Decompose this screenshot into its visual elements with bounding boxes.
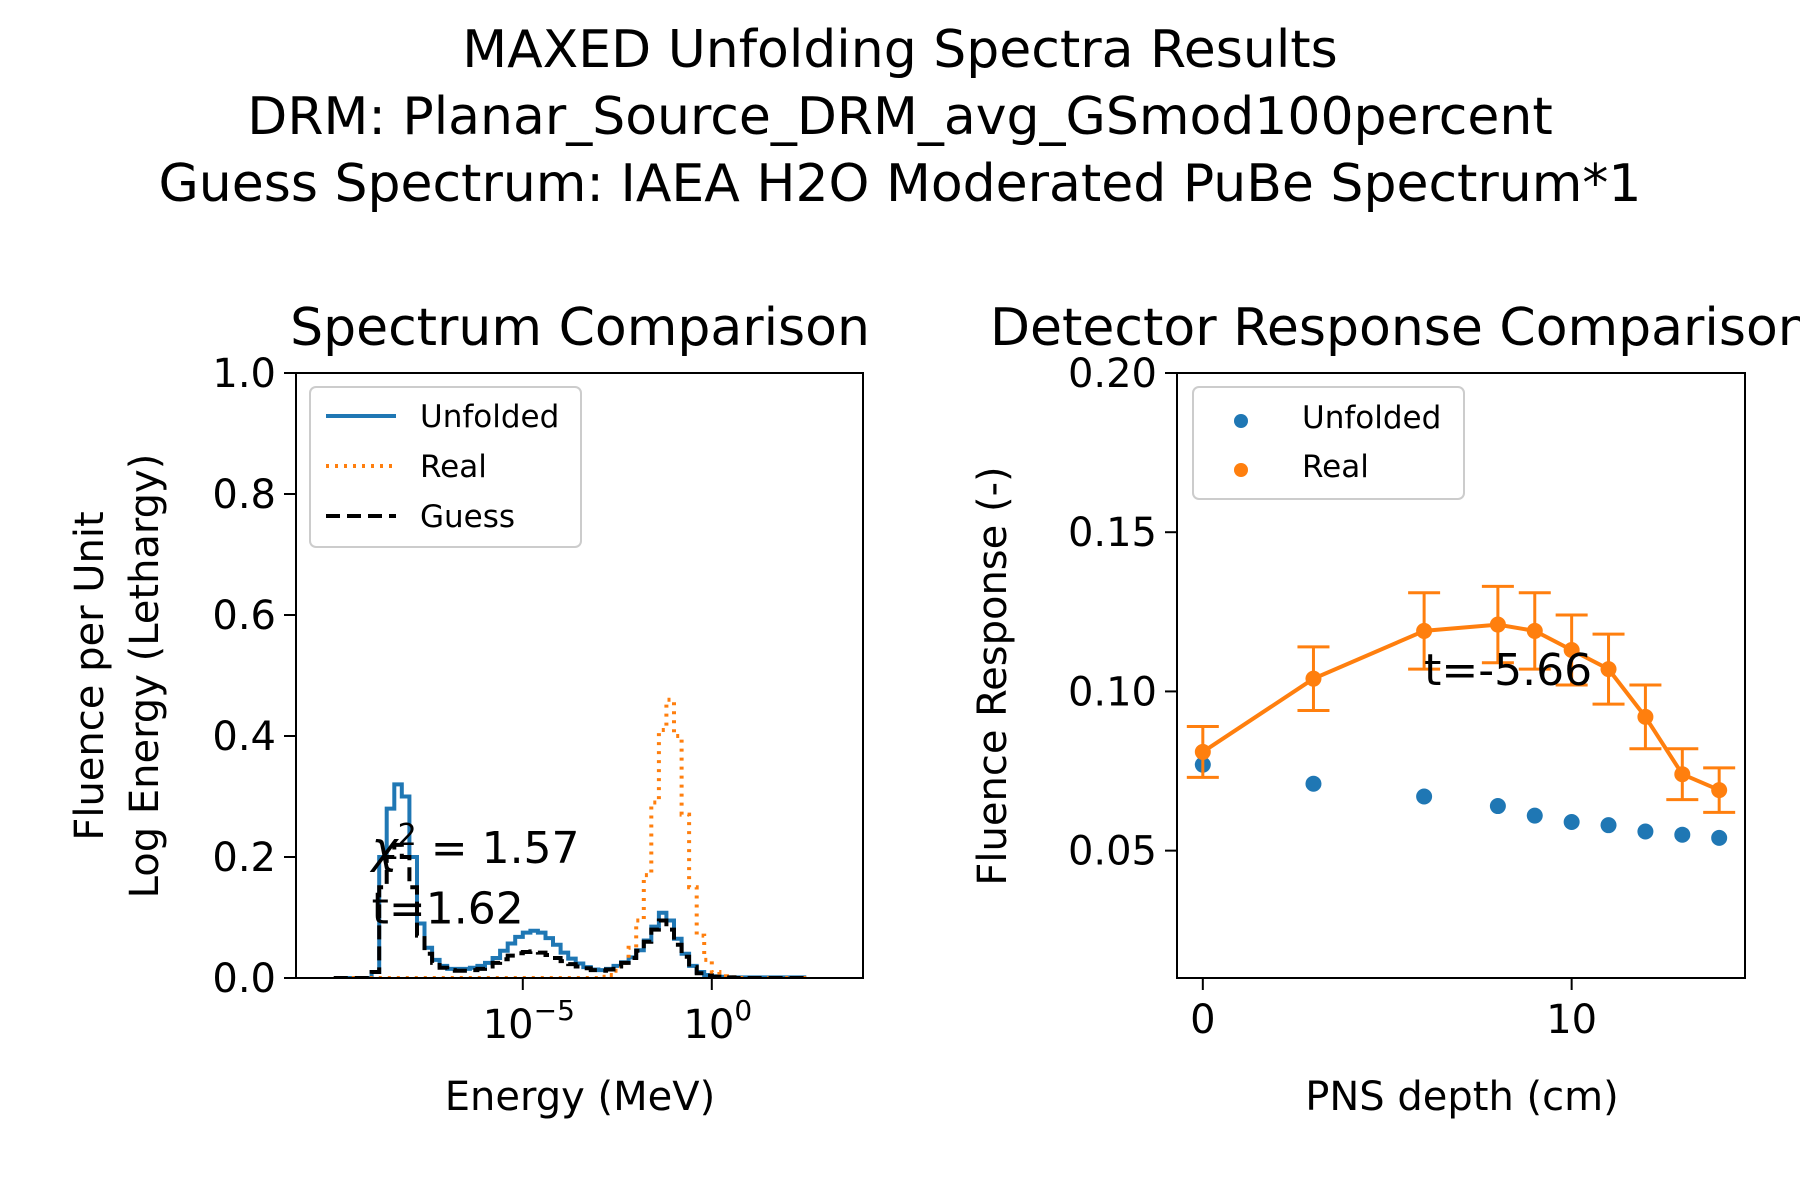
spectrum-y-tick-label: 0.0 [212,956,276,1002]
response-plot-frame [1176,372,1746,979]
legend-real-label: Real [420,449,487,485]
spectrum-y-tick-label: 0.8 [212,472,276,518]
response-y-tick-label: 0.20 [1068,351,1157,397]
spectrum-comparison-chart: Spectrum Comparison 0.0 0.2 0.4 0.6 0.8 1.0 10… [67,298,870,1120]
response-t-annotation: t=-5.66 [1424,645,1592,696]
spectrum-series-unfolded [333,782,807,978]
legend-guess-label: Guess [420,499,515,535]
response-y-tick-label: 0.05 [1068,829,1157,875]
response-x-tick-label: 10 [1546,997,1597,1043]
response-y-label: Fluence Response (-) [970,466,1016,885]
figure-title-line-1: MAXED Unfolding Spectra Results [462,20,1338,80]
spectrum-legend: Unfolded Real Guess [309,386,582,548]
response-unfolded-point [1637,823,1654,840]
response-real-point [1526,622,1543,639]
spectrum-y-tick-label: 0.4 [212,714,276,760]
spectrum-y-label-line-2: Log Energy (Lethargy) [122,454,168,899]
spectrum-plot-frame [295,372,864,979]
response-real-point [1194,743,1211,760]
response-annotations: t=-5.66 [1424,645,1592,696]
spectrum-legend-box [309,386,582,548]
legend-unfolded-label: Unfolded [1302,400,1441,436]
response-unfolded-point [1305,775,1322,792]
response-y-tick-label: 0.15 [1068,510,1157,556]
response-unfolded-point [1526,807,1543,824]
spectrum-chart-title: Spectrum Comparison [290,298,870,358]
response-real-point [1711,782,1728,799]
figure-title-line-2: DRM: Planar_Source_DRM_avg_GSmod100perce… [247,87,1552,147]
figure-title-line-3: Guess Spectrum: IAEA H2O Moderated PuBe … [159,154,1642,214]
response-unfolded-point [1600,817,1617,834]
spectrum-series-guess [333,842,807,978]
spectrum-x-tick-label: 100 [683,994,752,1048]
response-chart-title: Detector Response Comparison [990,298,1800,358]
response-real-point [1600,661,1617,678]
response-real-point [1489,616,1506,633]
response-unfolded-point [1563,813,1580,830]
spectrum-series [333,697,807,978]
response-real-line [1201,622,1720,792]
spectrum-y-tick-label: 0.6 [212,593,276,639]
detector-response-chart: Detector Response Comparison 0.05 0.10 0.1… [970,298,1800,1120]
response-unfolded-point [1674,826,1691,843]
response-legend-box [1192,386,1465,500]
spectrum-x-tick-label: 10−5 [483,994,575,1048]
response-axis-ticks: 0.05 0.10 0.15 0.20 0 10 [1068,351,1597,1043]
spectrum-y-label-line-1: Fluence per Unit [67,511,113,840]
response-real-point [1674,766,1691,783]
legend-unfolded-label: Unfolded [420,399,559,435]
response-legend: Unfolded Real [1192,386,1465,500]
response-unfolded-point [1416,788,1433,805]
spectrum-x-label: Energy (MeV) [445,1074,715,1120]
legend-unfolded-marker [1234,414,1248,428]
spectrum-y-tick-label: 1.0 [212,351,276,397]
response-x-tick-label: 0 [1190,997,1215,1043]
response-unfolded-point [1711,829,1728,846]
response-real-point [1416,622,1433,639]
response-real-point [1563,642,1580,659]
spectrum-annotations: χ2 = 1.57 t=1.62 [370,818,580,935]
spectrum-axis-ticks: 0.0 0.2 0.4 0.6 0.8 1.0 10−5 100 [212,351,752,1048]
legend-real-label: Real [1302,449,1369,485]
legend-real-marker [1234,463,1248,477]
response-y-tick-label: 0.10 [1068,669,1157,715]
spectrum-chi-square-annotation: χ2 = 1.57 [370,818,580,874]
spectrum-t-annotation: t=1.62 [372,884,524,935]
response-real-point [1637,708,1654,725]
spectrum-y-tick-label: 0.2 [212,835,276,881]
response-x-label: PNS depth (cm) [1305,1074,1618,1120]
response-series [1186,584,1736,846]
response-unfolded-point [1489,798,1506,815]
response-real-point [1305,670,1322,687]
